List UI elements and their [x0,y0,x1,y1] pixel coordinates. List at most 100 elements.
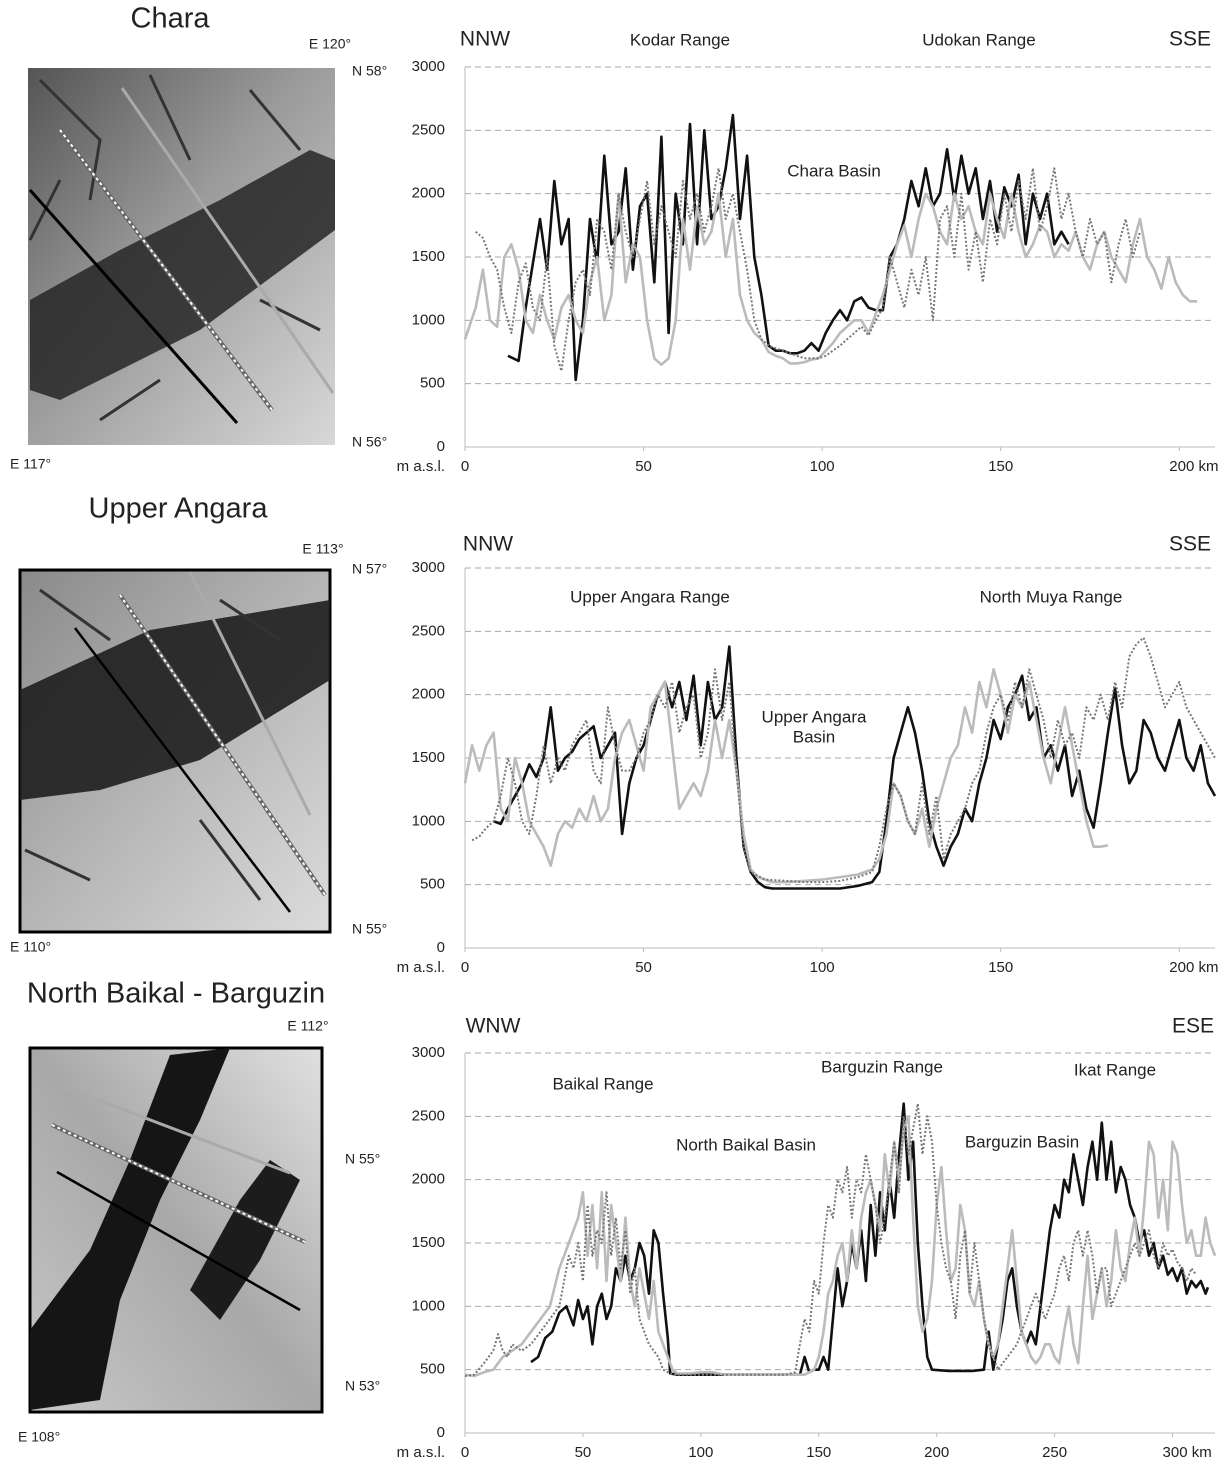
basin [20,600,330,800]
map-coordinate-label: N 53° [345,1378,380,1394]
lake [30,1048,230,1410]
profile-line [28,189,239,424]
annotation: Upper Angara [762,707,867,726]
map-coordinate-label: E 120° [309,36,351,52]
annotation: Chara Basin [787,161,881,180]
basin [190,1160,300,1320]
panel-title: Upper Angara [89,493,269,525]
map-coordinate-label: E 112° [287,1018,328,1034]
map-coordinate-label: E 108° [18,1429,60,1445]
profile-line [188,571,312,816]
x-tick-label: 50 [635,959,652,976]
map-north-baikal [28,1046,324,1414]
direction-label: ESE [1172,1015,1214,1038]
profile-line [120,87,335,394]
profile-line [119,594,326,896]
y-tick-label: 1000 [412,311,445,328]
charts: E 120°N 58° N 56° E 117° E 113° N 57° N 55° E … [10,3,1218,1461]
profile-line [44,1078,291,1175]
x-tick-label: 50 [575,1444,592,1461]
basin [30,150,335,400]
y-tick-label: 500 [420,375,445,392]
x-tick-label: 50 [635,458,652,475]
annotation: Upper Angara Range [570,587,730,606]
x-tick-label: 0 [461,458,469,475]
profile-line [471,636,1216,884]
y-tick-label: 500 [420,876,445,893]
y-tick-label: 1500 [412,248,445,265]
profile-line [463,668,1109,884]
profile-line [493,645,1217,890]
y-tick-label: 3000 [412,559,445,576]
y-tick-label: 1000 [412,812,445,829]
direction-label: NNW [463,533,513,556]
map-coordinate-label: N 55° [352,921,387,937]
x-tick-label: 0 [461,959,469,976]
profile-line [56,1170,301,1312]
y-tick-label: 3000 [412,58,445,75]
y-tick-label: 2500 [412,622,445,639]
annotation: Baikal Range [552,1074,653,1093]
map-coordinate-label: N 55° [345,1151,380,1167]
profile-line [475,167,1141,372]
map-coordinate-label: E 113° [302,541,343,557]
x-tick-label: 200 [924,1444,949,1461]
map-coordinate-label: N 56° [352,434,387,450]
annotation: Basin [793,727,836,746]
annotation: Barguzin Basin [965,1132,1079,1151]
valleys [28,74,321,422]
y-tick-label: 2500 [412,121,445,138]
y-axis-label: m a.s.l. [397,959,445,976]
y-tick-label: 2000 [412,1171,445,1188]
y-tick-label: 1000 [412,1297,445,1314]
valleys [24,588,281,901]
x-tick-label: 200 km [1169,959,1218,976]
x-tick-label: 150 [988,458,1013,475]
y-tick-label: 1500 [412,749,445,766]
x-tick-label: 100 [810,959,835,976]
profile-line [464,1115,1217,1378]
y-tick-label: 500 [420,1361,445,1378]
annotation: North Muya Range [980,587,1123,606]
annotation: Barguzin Range [821,1057,943,1076]
y-tick-label: 2000 [412,686,445,703]
y-tick-label: 2500 [412,1107,445,1124]
map-coordinate-label: E 117° [10,456,51,472]
profile-line [51,1124,306,1243]
y-tick-label: 0 [437,939,445,956]
y-tick-label: 2000 [412,185,445,202]
x-tick-label: 200 km [1169,458,1218,475]
y-axis-label: m a.s.l. [397,1444,445,1461]
annotation: Udokan Range [922,30,1035,49]
profile-line [59,129,273,411]
map-coordinate-label: E 110° [10,939,51,955]
annotation: Ikat Range [1074,1060,1156,1079]
direction-label: WNW [466,1015,521,1038]
annotation: North Baikal Basin [676,1135,816,1154]
profile-line [530,1102,1210,1376]
x-tick-label: 300 km [1163,1444,1212,1461]
map-chara [28,68,335,445]
profile-line [507,113,1070,382]
y-tick-label: 1500 [412,1234,445,1251]
panel-title: North Baikal - Barguzin [27,978,325,1010]
x-tick-label: 0 [461,1444,469,1461]
y-tick-label: 0 [437,1424,445,1441]
direction-label: NNW [460,28,510,51]
profile-line [74,627,291,913]
y-tick-label: 3000 [412,1044,445,1061]
map-coordinate-label: N 58° [352,63,387,79]
y-axis-label: m a.s.l. [397,458,445,475]
map-coordinate-label: N 57° [352,561,387,577]
x-tick-label: 100 [810,458,835,475]
x-tick-label: 100 [688,1444,713,1461]
direction-label: SSE [1169,533,1211,556]
y-tick-label: 0 [437,438,445,455]
map-upper-angara [18,568,332,934]
x-tick-label: 250 [1042,1444,1067,1461]
x-tick-label: 150 [806,1444,831,1461]
panel-title: Chara [131,3,211,35]
direction-label: SSE [1169,28,1211,51]
x-tick-label: 150 [988,959,1013,976]
